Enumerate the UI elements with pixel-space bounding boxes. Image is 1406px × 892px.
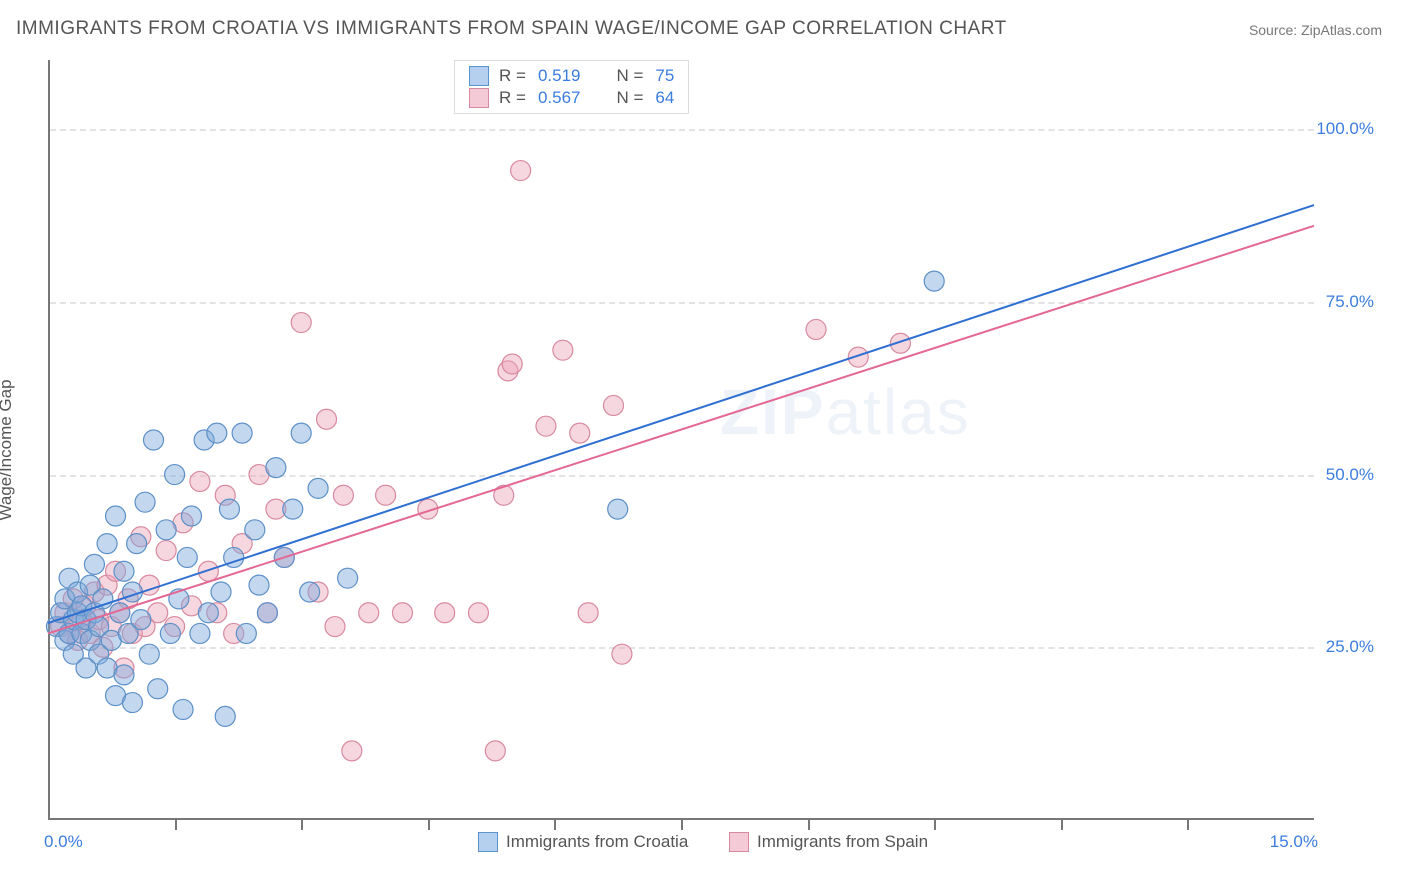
x-minor-tick bbox=[1061, 820, 1063, 830]
scatter-point-croatia bbox=[215, 706, 235, 726]
bottom-legend: Immigrants from Croatia Immigrants from … bbox=[0, 832, 1406, 857]
scatter-point-spain bbox=[342, 741, 362, 761]
legend-label-spain: Immigrants from Spain bbox=[757, 832, 928, 852]
scatter-point-croatia bbox=[177, 547, 197, 567]
scatter-point-croatia bbox=[144, 430, 164, 450]
legend-item-spain: Immigrants from Spain bbox=[729, 832, 928, 852]
scatter-point-spain bbox=[317, 409, 337, 429]
scatter-point-croatia bbox=[236, 623, 256, 643]
scatter-point-croatia bbox=[106, 506, 126, 526]
swatch-spain-icon bbox=[469, 88, 489, 108]
scatter-point-spain bbox=[553, 340, 573, 360]
x-minor-tick bbox=[808, 820, 810, 830]
scatter-point-croatia bbox=[232, 423, 252, 443]
scatter-point-croatia bbox=[283, 499, 303, 519]
scatter-point-spain bbox=[511, 161, 531, 181]
scatter-point-spain bbox=[435, 603, 455, 623]
scatter-point-croatia bbox=[181, 506, 201, 526]
scatter-point-croatia bbox=[211, 582, 231, 602]
scatter-point-spain bbox=[198, 561, 218, 581]
scatter-point-spain bbox=[392, 603, 412, 623]
r-label: R = bbox=[499, 66, 526, 86]
swatch-croatia-icon bbox=[469, 66, 489, 86]
legend-item-croatia: Immigrants from Croatia bbox=[478, 832, 688, 852]
scatter-point-croatia bbox=[127, 534, 147, 554]
scatter-point-croatia bbox=[173, 699, 193, 719]
scatter-point-spain bbox=[190, 471, 210, 491]
scatter-point-croatia bbox=[300, 582, 320, 602]
scatter-point-spain bbox=[485, 741, 505, 761]
scatter-point-croatia bbox=[608, 499, 628, 519]
x-minor-tick bbox=[301, 820, 303, 830]
scatter-point-spain bbox=[325, 617, 345, 637]
scatter-point-croatia bbox=[156, 520, 176, 540]
r-label: R = bbox=[499, 88, 526, 108]
scatter-point-croatia bbox=[148, 679, 168, 699]
scatter-point-spain bbox=[333, 485, 353, 505]
scatter-point-croatia bbox=[207, 423, 227, 443]
y-tick-label: 100.0% bbox=[1316, 119, 1374, 139]
scatter-point-croatia bbox=[924, 271, 944, 291]
legend-label-croatia: Immigrants from Croatia bbox=[506, 832, 688, 852]
scatter-point-spain bbox=[376, 485, 396, 505]
scatter-point-croatia bbox=[131, 610, 151, 630]
scatter-point-croatia bbox=[198, 603, 218, 623]
scatter-point-spain bbox=[502, 354, 522, 374]
chart-svg bbox=[48, 60, 1314, 820]
n-label: N = bbox=[616, 66, 643, 86]
scatter-point-croatia bbox=[219, 499, 239, 519]
regression-line-croatia bbox=[48, 205, 1314, 623]
scatter-point-spain bbox=[612, 644, 632, 664]
scatter-point-spain bbox=[536, 416, 556, 436]
scatter-point-croatia bbox=[84, 554, 104, 574]
chart-title: IMMIGRANTS FROM CROATIA VS IMMIGRANTS FR… bbox=[16, 18, 1007, 40]
scatter-point-croatia bbox=[190, 623, 210, 643]
stats-row-croatia: R = 0.519 N = 75 bbox=[455, 65, 688, 87]
scatter-point-croatia bbox=[308, 478, 328, 498]
y-axis-title: Wage/Income Gap bbox=[0, 379, 16, 520]
scatter-point-spain bbox=[291, 313, 311, 333]
scatter-point-croatia bbox=[122, 693, 142, 713]
scatter-point-croatia bbox=[135, 492, 155, 512]
scatter-point-croatia bbox=[257, 603, 277, 623]
y-tick-label: 25.0% bbox=[1326, 637, 1374, 657]
scatter-point-spain bbox=[603, 395, 623, 415]
scatter-point-croatia bbox=[97, 534, 117, 554]
scatter-point-croatia bbox=[114, 665, 134, 685]
x-minor-tick bbox=[934, 820, 936, 830]
n-label: N = bbox=[616, 88, 643, 108]
scatter-point-croatia bbox=[245, 520, 265, 540]
r-value-croatia: 0.519 bbox=[538, 66, 581, 86]
y-tick-label: 75.0% bbox=[1326, 292, 1374, 312]
x-minor-tick bbox=[1187, 820, 1189, 830]
scatter-point-spain bbox=[806, 319, 826, 339]
scatter-point-spain bbox=[156, 541, 176, 561]
n-value-spain: 64 bbox=[655, 88, 674, 108]
n-value-croatia: 75 bbox=[655, 66, 674, 86]
scatter-point-spain bbox=[570, 423, 590, 443]
scatter-point-spain bbox=[578, 603, 598, 623]
scatter-point-croatia bbox=[114, 561, 134, 581]
scatter-point-croatia bbox=[338, 568, 358, 588]
scatter-point-spain bbox=[468, 603, 488, 623]
scatter-point-croatia bbox=[160, 623, 180, 643]
x-minor-tick bbox=[554, 820, 556, 830]
scatter-point-croatia bbox=[266, 458, 286, 478]
chart-source: Source: ZipAtlas.com bbox=[1249, 22, 1382, 38]
scatter-point-croatia bbox=[139, 644, 159, 664]
scatter-point-spain bbox=[359, 603, 379, 623]
x-minor-tick bbox=[175, 820, 177, 830]
r-value-spain: 0.567 bbox=[538, 88, 581, 108]
stats-row-spain: R = 0.567 N = 64 bbox=[455, 87, 688, 109]
x-minor-tick bbox=[681, 820, 683, 830]
y-tick-label: 50.0% bbox=[1326, 465, 1374, 485]
legend-swatch-spain-icon bbox=[729, 832, 749, 852]
scatter-point-croatia bbox=[165, 465, 185, 485]
chart-container: IMMIGRANTS FROM CROATIA VS IMMIGRANTS FR… bbox=[0, 0, 1406, 892]
stats-legend: R = 0.519 N = 75 R = 0.567 N = 64 bbox=[454, 60, 689, 114]
scatter-point-croatia bbox=[249, 575, 269, 595]
scatter-point-croatia bbox=[291, 423, 311, 443]
x-minor-tick bbox=[428, 820, 430, 830]
legend-swatch-croatia-icon bbox=[478, 832, 498, 852]
